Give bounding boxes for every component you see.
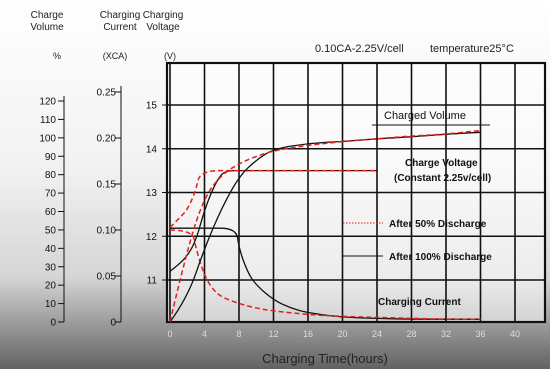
axis-tick-label: 0 [110, 318, 116, 329]
x-tick-label: 8 [236, 329, 241, 339]
legend-label-100: After 100% Discharge [389, 252, 492, 263]
axis-tick-label: 60 [45, 207, 57, 218]
x-tick-label: 36 [475, 329, 485, 339]
axis-tick-label: 30 [45, 262, 57, 273]
series-line-charging-current-50 [169, 229, 481, 320]
axis-tick-label: 0.10 [97, 226, 117, 237]
x-tick-label: 16 [303, 329, 313, 339]
x-tick-label: 4 [202, 329, 207, 339]
axis-tick-label: 0.05 [97, 272, 117, 283]
charged-volume-label: Charged Volume [384, 110, 466, 122]
axis-tick-label: 70 [45, 189, 57, 200]
volume-axis-unit: % [53, 51, 61, 61]
axis-tick-label: 40 [45, 244, 57, 255]
x-tick-label: 0 [167, 329, 172, 339]
x-axis-label: Charging Time(hours) [262, 351, 388, 366]
axis-tick-label: 0.25 [97, 88, 117, 99]
axis-tick-label: 11 [147, 276, 158, 287]
series-line-charged-volume-50 [169, 129, 481, 323]
charging-current-label: Charging Current [378, 297, 461, 308]
x-tick-labels: 0 4 8 12 16 20 24 28 32 36 40 [167, 329, 520, 339]
voltage-axis-header-line2: Voltage [146, 22, 180, 33]
series-line-charging-voltage-50 [169, 169, 377, 229]
legend: After 50% Discharge After 100% Discharge [343, 219, 492, 263]
charge-voltage-label-line1: Charge Voltage [405, 158, 478, 169]
axis-tick-label: 13 [146, 188, 158, 199]
series-layer [169, 129, 481, 323]
axis-tick-label: 80 [45, 170, 57, 181]
axis-tick-label: 12 [146, 232, 158, 243]
temperature-label: temperature25°C [430, 43, 514, 55]
x-tick-label: 32 [441, 329, 451, 339]
volume-axis-header-line1: Charge [31, 10, 64, 21]
current-axis-unit: (XCA) [103, 51, 128, 61]
axis-tick-label: 90 [45, 152, 57, 163]
x-tick-label: 40 [510, 329, 520, 339]
plot-grid [167, 63, 545, 322]
axis-tick-label: 15 [146, 101, 158, 112]
series-line-charging-current-100 [170, 227, 481, 320]
axis-tick-label: 120 [39, 97, 56, 108]
axis-tick-label: 50 [45, 225, 57, 236]
series-line-charged-volume-100 [169, 131, 481, 323]
x-tick-label: 12 [268, 329, 278, 339]
annotations: Charged Volume Charge Voltage (Constant … [372, 110, 491, 308]
axis-tick-label: 20 [45, 281, 57, 292]
axis-tick-label: 110 [40, 115, 56, 126]
axis-tick-label: 0.20 [97, 134, 117, 145]
volume-axis-header-line2: Volume [30, 22, 64, 33]
current-axis-header-line2: Current [103, 22, 137, 33]
voltage-axis-header-line1: Charging [143, 10, 184, 21]
x-tick-label: 28 [406, 329, 416, 339]
x-tick-label: 20 [337, 329, 347, 339]
left-axes: 0 10 20 30 40 50 60 70 80 90 100 110 120 0 0.05 0.10 0.1… [39, 86, 167, 329]
x-tick-label: 24 [372, 329, 382, 339]
axis-headers: Charge Volume Charging Current Charging … [30, 10, 183, 61]
voltage-axis-unit: (V) [164, 51, 176, 61]
axis-tick-label: 10 [45, 299, 57, 310]
chart-subtitle: 0.10CA-2.25V/cell [315, 43, 404, 55]
legend-label-50: After 50% Discharge [389, 219, 487, 230]
current-axis-header-line1: Charging [100, 10, 141, 21]
axis-tick-label: 0 [50, 318, 56, 329]
axis-tick-label: 14 [146, 144, 158, 155]
axis-tick-label: 100 [39, 133, 56, 144]
axis-tick-label: 0.15 [97, 180, 117, 191]
charge-voltage-label-line2: (Constant 2.25v/cell) [394, 173, 491, 184]
